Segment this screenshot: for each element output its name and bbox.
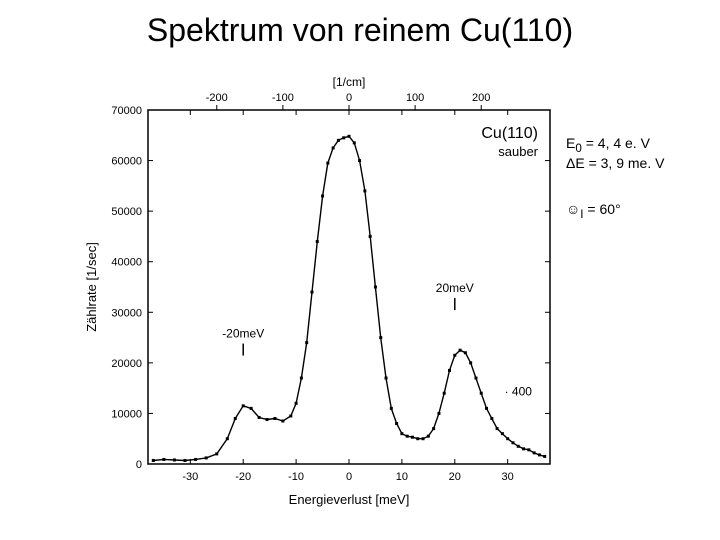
svg-text:Zählrate [1/sec]: Zählrate [1/sec] — [84, 242, 99, 332]
svg-text:Cu(110): Cu(110) — [481, 125, 538, 142]
svg-text:-100: -100 — [272, 92, 294, 104]
svg-text:-30: -30 — [182, 471, 198, 483]
spectrum-chart: 010000200003000040000500006000070000-30-… — [80, 72, 570, 512]
page-title: Spektrum von reinem Cu(110) — [0, 12, 720, 49]
param-line-angle: ☺I = 60° — [566, 201, 696, 221]
param-line-de: ΔE = 3, 9 me. V — [566, 155, 696, 171]
svg-text:0: 0 — [346, 471, 352, 483]
svg-text:60000: 60000 — [111, 156, 142, 168]
svg-text:0: 0 — [136, 459, 142, 471]
svg-text:30: 30 — [502, 471, 514, 483]
param-line-e0: E0 = 4, 4 e. V — [566, 135, 696, 155]
angle-val: = 60° — [584, 201, 621, 217]
svg-text:-200: -200 — [206, 92, 228, 104]
svg-text:100: 100 — [406, 92, 424, 104]
svg-text:10: 10 — [396, 471, 408, 483]
svg-text:0: 0 — [346, 92, 352, 104]
parameter-box: E0 = 4, 4 e. V ΔE = 3, 9 me. V ☺I = 60° — [566, 135, 696, 221]
svg-text:30000: 30000 — [111, 307, 142, 319]
svg-text:-10: -10 — [288, 471, 304, 483]
svg-text:10000: 10000 — [111, 408, 142, 420]
svg-text:20: 20 — [449, 471, 461, 483]
svg-text:[1/cm]: [1/cm] — [333, 75, 366, 89]
svg-text:40000: 40000 — [111, 257, 142, 269]
svg-text:sauber: sauber — [498, 144, 538, 159]
svg-text:· 400: · 400 — [505, 385, 533, 399]
svg-text:50000: 50000 — [111, 206, 142, 218]
svg-text:200: 200 — [472, 92, 490, 104]
e0-val: = 4, 4 e. V — [582, 135, 650, 151]
svg-text:Energieverlust [meV]: Energieverlust [meV] — [289, 492, 410, 507]
svg-text:-20: -20 — [235, 471, 251, 483]
svg-text:70000: 70000 — [111, 105, 142, 117]
svg-text:20meV: 20meV — [436, 281, 474, 295]
svg-text:-20meV: -20meV — [222, 327, 264, 341]
svg-text:20000: 20000 — [111, 358, 142, 370]
